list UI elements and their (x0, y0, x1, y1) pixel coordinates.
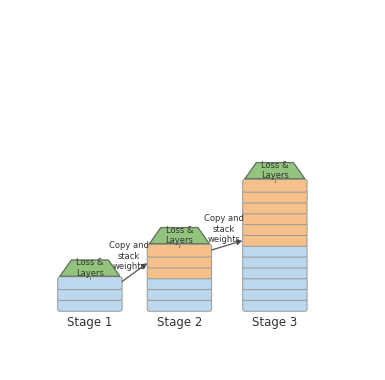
Polygon shape (149, 228, 209, 244)
FancyBboxPatch shape (243, 288, 307, 301)
FancyBboxPatch shape (243, 233, 307, 246)
FancyBboxPatch shape (147, 277, 212, 290)
FancyBboxPatch shape (147, 255, 212, 268)
Polygon shape (245, 163, 305, 179)
FancyBboxPatch shape (243, 266, 307, 279)
FancyBboxPatch shape (243, 277, 307, 290)
FancyBboxPatch shape (58, 288, 122, 301)
FancyBboxPatch shape (243, 212, 307, 225)
FancyBboxPatch shape (58, 298, 122, 311)
FancyBboxPatch shape (147, 298, 212, 311)
Text: Stage 2: Stage 2 (157, 316, 202, 329)
FancyBboxPatch shape (147, 288, 212, 301)
FancyBboxPatch shape (243, 223, 307, 236)
FancyBboxPatch shape (243, 255, 307, 268)
Text: Copy and
stack
weights: Copy and stack weights (109, 241, 149, 271)
Polygon shape (60, 260, 120, 276)
FancyBboxPatch shape (243, 201, 307, 214)
FancyBboxPatch shape (243, 298, 307, 311)
Text: Stage 3: Stage 3 (252, 316, 298, 329)
FancyBboxPatch shape (243, 190, 307, 203)
FancyBboxPatch shape (243, 244, 307, 257)
FancyBboxPatch shape (147, 244, 212, 257)
FancyBboxPatch shape (147, 266, 212, 279)
Text: Loss &
Layers: Loss & Layers (261, 161, 289, 180)
Text: Loss &
Layers: Loss & Layers (76, 258, 104, 278)
Text: Stage 1: Stage 1 (67, 316, 112, 329)
FancyBboxPatch shape (58, 277, 122, 290)
Text: Copy and
stack
weights: Copy and stack weights (204, 214, 244, 244)
Text: Loss &
Layers: Loss & Layers (166, 226, 193, 245)
FancyBboxPatch shape (243, 179, 307, 192)
